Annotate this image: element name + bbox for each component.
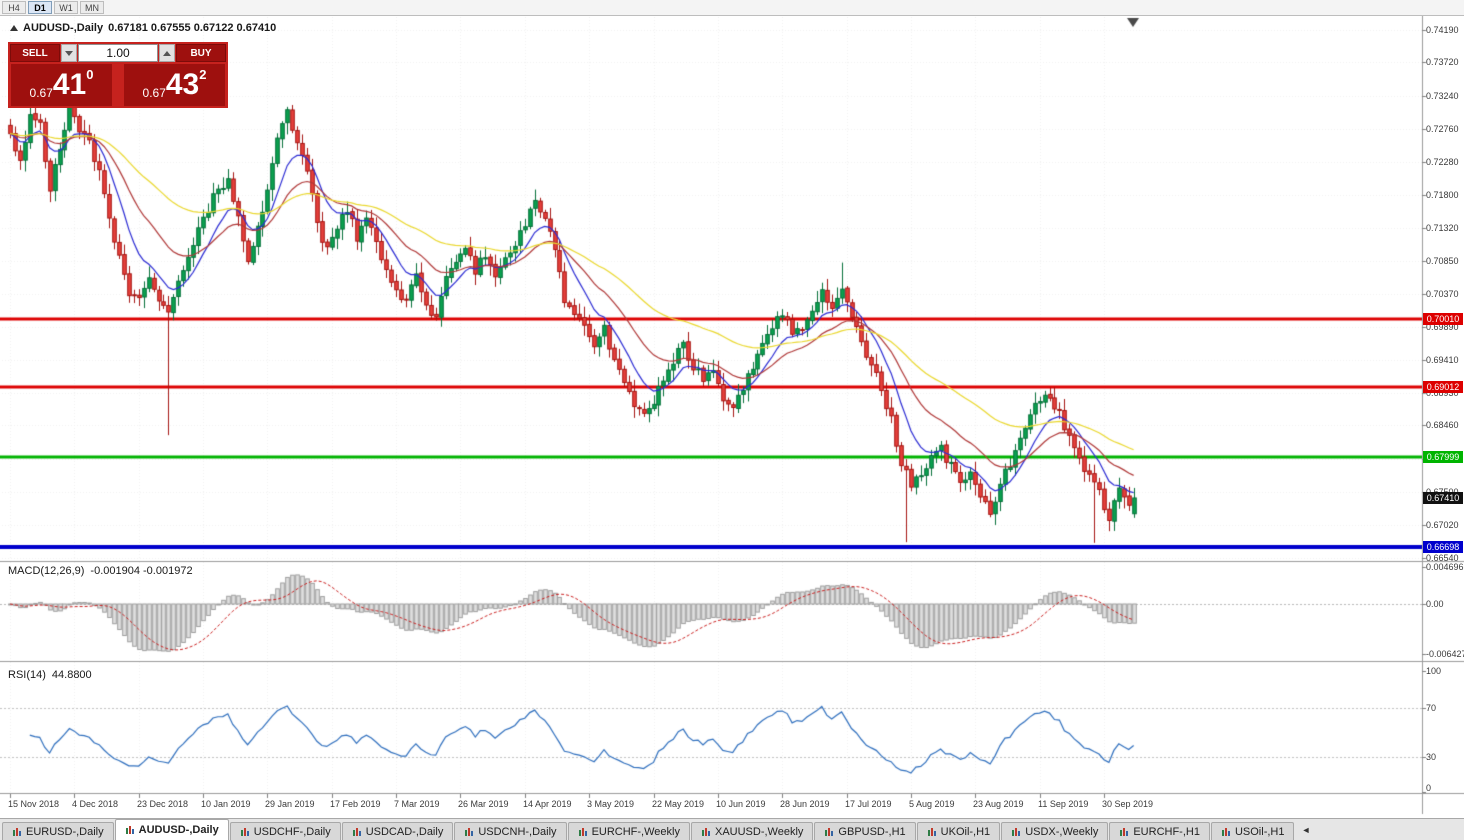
rsi-label: RSI(14) bbox=[8, 669, 46, 681]
sell-price-big: 41 bbox=[52, 68, 87, 101]
symbol-name: AUDUSD-,Daily bbox=[23, 22, 104, 34]
tab-gbpusd-h1[interactable]: GBPUSD-,H1 bbox=[814, 822, 916, 840]
tab-usdcnh-daily[interactable]: USDCNH-,Daily bbox=[454, 822, 567, 840]
tabs-container: EURUSD-,Daily AUDUSD-,Daily USDCHF-,Daily U… bbox=[2, 819, 1295, 840]
toolbar: H4 D1 W1 MN bbox=[0, 0, 1464, 16]
buy-price-sup: 2 bbox=[199, 67, 207, 82]
volume-input[interactable]: 1.00 bbox=[78, 44, 158, 62]
tab-label: USDX-,Weekly bbox=[1025, 825, 1099, 838]
timeframe-button-d1[interactable]: D1 bbox=[28, 1, 52, 14]
tab-xauusd-weekly[interactable]: XAUUSD-,Weekly bbox=[690, 822, 814, 840]
tab-usdchf-daily[interactable]: USDCHF-,Daily bbox=[229, 822, 341, 840]
buy-button[interactable]: BUY bbox=[176, 44, 226, 62]
tab-eurchf-h1[interactable]: EURCHF-,H1 bbox=[1109, 822, 1210, 840]
ohlc-values: 0.67181 0.67555 0.67122 0.67410 bbox=[108, 22, 277, 34]
triangle-up-icon bbox=[163, 50, 171, 56]
buy-price-big: 43 bbox=[165, 68, 200, 101]
tab-label: USDCNH-,Daily bbox=[478, 825, 557, 838]
chart-tab-icon bbox=[240, 827, 250, 837]
chart-tab-icon bbox=[701, 827, 711, 837]
chart-tab-icon bbox=[578, 827, 588, 837]
tab-scroll-left-icon[interactable]: ◄ bbox=[1301, 824, 1311, 835]
tab-eurusd-daily[interactable]: EURUSD-,Daily bbox=[2, 822, 114, 840]
tab-usdcad-daily[interactable]: USDCAD-,Daily bbox=[341, 822, 454, 840]
macd-values: -0.001904 -0.001972 bbox=[90, 565, 193, 577]
tab-label: USDCAD-,Daily bbox=[365, 825, 444, 838]
chart-tab-icon bbox=[1119, 827, 1129, 837]
sell-price-display[interactable]: 0.67 41 0 bbox=[11, 64, 112, 106]
volume-decrease-button[interactable] bbox=[61, 44, 77, 62]
timeframe-button-mn[interactable]: MN bbox=[80, 1, 104, 14]
tab-usdx-weekly[interactable]: USDX-,Weekly bbox=[1001, 822, 1109, 840]
tab-usoil-h1[interactable]: USOil-,H1 bbox=[1210, 822, 1295, 840]
timeframe-button-w1[interactable]: W1 bbox=[54, 1, 78, 14]
chart-tab-icon bbox=[1011, 827, 1021, 837]
macd-label: MACD(12,26,9) bbox=[8, 565, 85, 577]
sell-button[interactable]: SELL bbox=[10, 44, 60, 62]
chart-tab-icon bbox=[464, 827, 474, 837]
chart-tab-icon bbox=[824, 827, 834, 837]
tab-bar: EURUSD-,Daily AUDUSD-,Daily USDCHF-,Daily U… bbox=[0, 818, 1464, 840]
timeframe-buttons: H4 D1 W1 MN bbox=[2, 1, 104, 14]
chart-tab-icon bbox=[1221, 827, 1231, 837]
tab-label: EURUSD-,Daily bbox=[26, 825, 104, 838]
macd-label-row: MACD(12,26,9) -0.001904 -0.001972 bbox=[8, 565, 193, 577]
chart-tab-icon bbox=[12, 827, 22, 837]
tab-label: AUDUSD-,Daily bbox=[138, 824, 219, 836]
tab-label: EURCHF-,Weekly bbox=[591, 825, 680, 838]
rsi-label-row: RSI(14) 44.8800 bbox=[8, 669, 92, 681]
tab-label: USOil-,H1 bbox=[1234, 825, 1285, 838]
volume-increase-button[interactable] bbox=[159, 44, 175, 62]
symbol-marker-icon bbox=[10, 25, 18, 31]
buy-price-prefix: 0.67 bbox=[142, 86, 166, 100]
sell-price-sup: 0 bbox=[86, 67, 94, 82]
chart-tab-icon bbox=[927, 827, 937, 837]
tab-audusd-daily[interactable]: AUDUSD-,Daily bbox=[114, 819, 229, 840]
chart-header: AUDUSD-,Daily 0.67181 0.67555 0.67122 0.… bbox=[10, 22, 276, 34]
trade-panel: SELL 1.00 BUY 0.67 41 0 0.67 43 2 bbox=[8, 42, 228, 108]
chart-tab-icon bbox=[352, 827, 362, 837]
tab-label: EURCHF-,H1 bbox=[1133, 825, 1200, 838]
tab-label: UKOil-,H1 bbox=[940, 825, 991, 838]
tab-eurchf-weekly[interactable]: EURCHF-,Weekly bbox=[567, 822, 690, 840]
tab-ukoil-h1[interactable]: UKOil-,H1 bbox=[916, 822, 1001, 840]
tab-label: GBPUSD-,H1 bbox=[838, 825, 906, 838]
tab-label: USDCHF-,Daily bbox=[253, 825, 331, 838]
timeframe-button-h4[interactable]: H4 bbox=[2, 1, 26, 14]
chart-tab-icon bbox=[125, 825, 135, 835]
rsi-value: 44.8800 bbox=[51, 669, 92, 681]
buy-price-display[interactable]: 0.67 43 2 bbox=[124, 64, 225, 106]
sell-price-prefix: 0.67 bbox=[29, 86, 53, 100]
tab-label: XAUUSD-,Weekly bbox=[714, 825, 804, 838]
triangle-down-icon bbox=[65, 50, 73, 56]
